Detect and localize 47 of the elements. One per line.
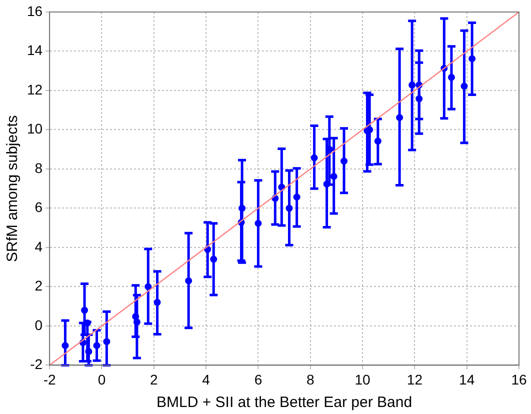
x-tick-label: 4 — [202, 371, 210, 388]
x-tick-label: 10 — [354, 371, 371, 388]
x-tick-label: 6 — [254, 371, 262, 388]
point — [330, 172, 338, 180]
point — [460, 82, 468, 90]
point — [81, 306, 88, 314]
point — [85, 348, 92, 355]
y-tick-label: 4 — [34, 238, 43, 254]
x-tick-label: 14 — [459, 371, 475, 388]
x-tick-label: 0 — [98, 371, 106, 388]
point — [323, 180, 330, 188]
y-tick-label: 0 — [34, 316, 43, 333]
y-tick-label: 16 — [26, 2, 43, 19]
point — [185, 277, 192, 284]
point — [210, 256, 218, 263]
point — [133, 318, 140, 326]
y-axis-title: SRfM among subjects — [4, 115, 22, 262]
point — [448, 74, 455, 81]
x-tick-label: 16 — [511, 371, 527, 388]
point — [93, 342, 100, 350]
point — [468, 55, 476, 62]
x-tick-label: 12 — [406, 371, 423, 388]
point — [340, 158, 348, 165]
point — [154, 298, 161, 306]
point — [408, 81, 416, 88]
y-tick-label: -2 — [30, 356, 43, 372]
point — [238, 204, 246, 212]
y-tick-label: 6 — [34, 199, 43, 216]
x-tick-label: 8 — [306, 371, 314, 388]
point — [310, 154, 318, 162]
point — [254, 220, 262, 227]
point — [62, 342, 69, 350]
y-tick-label: 10 — [26, 120, 43, 137]
y-tick-label: 12 — [26, 81, 43, 98]
point — [293, 194, 300, 201]
point — [132, 313, 140, 320]
point — [374, 138, 382, 145]
y-tick-label: 8 — [34, 160, 43, 176]
point — [286, 204, 293, 212]
x-axis-title: BMLD + SII at the Better Ear per Band — [156, 394, 412, 412]
y-tick-label: 2 — [34, 278, 43, 294]
point — [416, 95, 423, 102]
point — [103, 338, 110, 346]
y-tick-label: 14 — [26, 42, 43, 58]
point — [396, 114, 404, 122]
point — [144, 283, 152, 290]
x-tick-label: 2 — [150, 371, 158, 388]
